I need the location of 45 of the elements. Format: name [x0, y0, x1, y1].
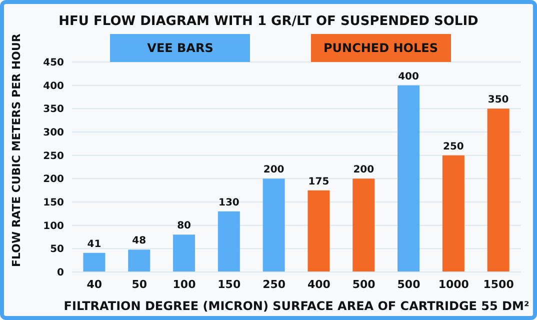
- x-tick-label: 500: [397, 278, 421, 291]
- x-tick-label: 500: [352, 278, 376, 291]
- bar: [398, 85, 420, 272]
- y-tick-label: 300: [43, 128, 64, 139]
- chart-title: HFU FLOW DIAGRAM WITH 1 GR/LT OF SUSPENDED SOLID: [58, 14, 480, 29]
- y-tick-label: 350: [43, 104, 64, 116]
- data-label: 400: [398, 71, 420, 82]
- y-axis-title: FLOW RATE CUBIC METERS PER HOUR: [10, 33, 23, 267]
- bar: [128, 250, 150, 272]
- bar: [352, 178, 375, 272]
- x-axis-title: FILTRATION DEGREE (MICRON) SURFACE AREA OF CARTRIDGE 55 DM²: [64, 299, 530, 313]
- bar: [487, 108, 510, 272]
- x-tick-label: 1000: [438, 278, 470, 291]
- text: PUNCHED HOLES: [310, 34, 451, 62]
- data-label: 350: [488, 94, 509, 106]
- x-tick-label: 1500: [483, 278, 514, 291]
- y-tick-label: 250: [43, 150, 64, 162]
- bar: [218, 211, 240, 272]
- data-label: 200: [353, 164, 374, 176]
- y-tick-label: 400: [43, 80, 64, 92]
- data-label: 41: [87, 238, 102, 250]
- x-tick-label: 100: [172, 278, 196, 291]
- x-tick-label: 250: [262, 278, 286, 291]
- data-label: 200: [263, 164, 284, 176]
- y-tick-label: 100: [43, 220, 64, 232]
- y-tick-label: 0: [57, 268, 64, 279]
- x-tick-label: 150: [218, 278, 241, 291]
- y-tick-label: 450: [43, 58, 64, 69]
- data-label: 175: [308, 176, 330, 188]
- y-tick-label: 200: [43, 174, 64, 186]
- bar: [308, 190, 330, 272]
- x-tick-label: 40: [86, 278, 102, 291]
- data-label: 250: [442, 141, 464, 152]
- x-tick-label: 50: [132, 278, 148, 291]
- data-label: 48: [132, 236, 146, 247]
- data-label: 80: [177, 220, 192, 232]
- y-tick-label: 50: [50, 244, 64, 256]
- y-tick-label: 150: [43, 198, 64, 209]
- bar: [173, 234, 196, 272]
- data-label: 130: [218, 197, 240, 208]
- x-tick-label: 400: [307, 278, 331, 291]
- text: VEE BARS: [110, 34, 250, 62]
- bar: [262, 178, 285, 272]
- bar: [442, 155, 464, 272]
- bar: [83, 252, 106, 272]
